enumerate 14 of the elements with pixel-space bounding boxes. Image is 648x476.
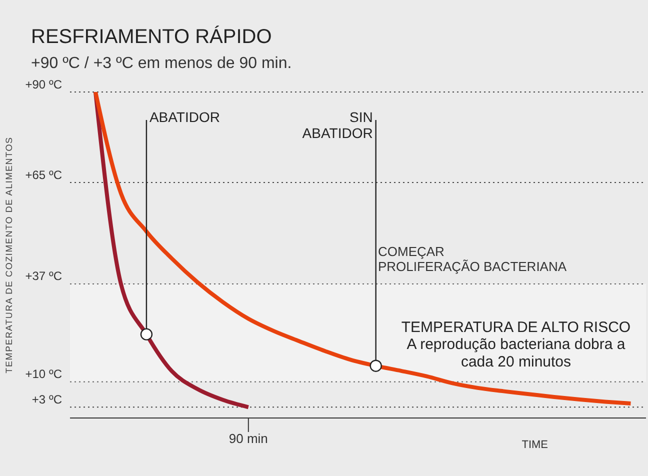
chart-title: RESFRIAMENTO RÁPIDO [31, 26, 272, 49]
annotation: COMEÇAR PROLIFERAÇÃO BACTERIANA [378, 244, 567, 274]
y-tick-label: +65 ºC [25, 168, 62, 182]
text: ABATIDOR [149, 109, 220, 125]
chart-subtitle: +90 ºC / +3 ºC em menos de 90 min. [31, 55, 292, 73]
y-tick-label: +90 ºC [25, 77, 62, 92]
y-tick-label: +37 ºC [25, 269, 62, 284]
x-axis-title: TIME [522, 439, 548, 451]
y-tick-label: +3 ºC [32, 392, 62, 406]
y-axis-title: TEMPERATURA DE COZIMENTO DE ALIMENTOS [4, 136, 14, 374]
x-tick-label: 90 min [228, 431, 268, 446]
band-label: TEMPERATURA DE ALTO RISCO A reprodução bacteriana dobra a cada 20 minutos [401, 318, 631, 370]
y-tick-label: +10 ºC [25, 367, 62, 382]
text: SIN ABATIDOR [302, 109, 373, 142]
